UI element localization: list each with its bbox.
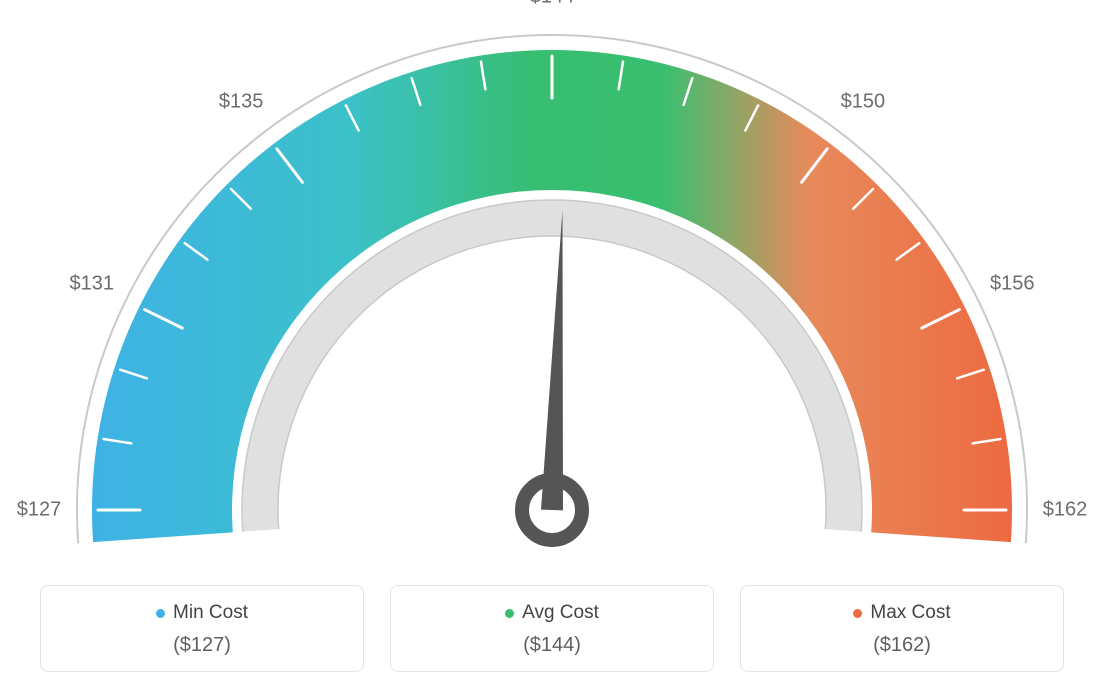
gauge-tick-label: $162 (1043, 499, 1088, 522)
gauge-tick-label: $150 (841, 90, 886, 113)
max-cost-value: ($162) (751, 634, 1053, 657)
gauge-tick-label: $127 (17, 499, 62, 522)
min-cost-value: ($127) (51, 634, 353, 657)
avg-cost-card: Avg Cost ($144) (390, 585, 714, 672)
gauge-tick-label: $144 (530, 0, 575, 9)
max-dot-icon (853, 609, 862, 618)
gauge-tick-label: $135 (219, 90, 264, 113)
min-cost-title: Min Cost (173, 602, 248, 624)
avg-cost-title: Avg Cost (522, 602, 599, 624)
avg-cost-value: ($144) (401, 634, 703, 657)
max-cost-title: Max Cost (870, 602, 950, 624)
gauge-tick-label: $131 (69, 272, 114, 295)
max-cost-card: Max Cost ($162) (740, 585, 1064, 672)
gauge-tick-label: $156 (990, 272, 1035, 295)
min-dot-icon (156, 609, 165, 618)
gauge-svg (0, 0, 1104, 560)
gauge-chart: $127 $131 $135 $144 $150 $156 $162 (0, 0, 1104, 550)
avg-dot-icon (505, 609, 514, 618)
legend-cards: Min Cost ($127) Avg Cost ($144) Max Cost… (40, 585, 1064, 672)
min-cost-card: Min Cost ($127) (40, 585, 364, 672)
